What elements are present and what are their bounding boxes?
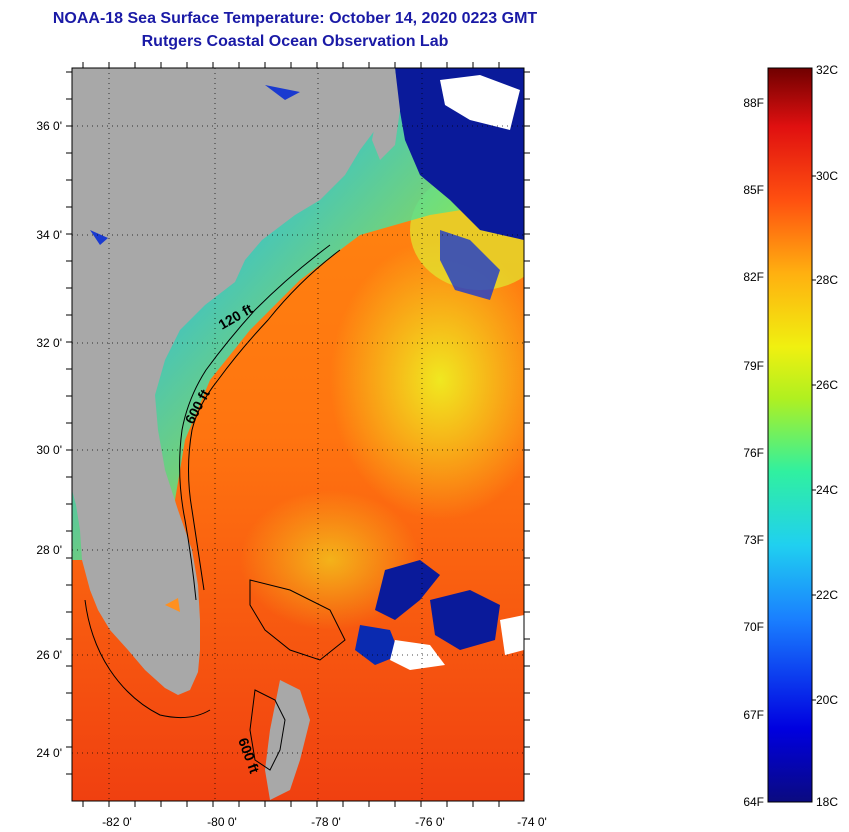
lat-label: 24 0'	[36, 746, 62, 760]
c-label: 32C	[816, 63, 838, 77]
c-label: 30C	[816, 169, 838, 183]
lon-label: -78 0'	[311, 815, 341, 829]
f-label: 79F	[743, 359, 764, 373]
f-label: 76F	[743, 446, 764, 460]
sst-map: 120 ft 600 ft 600 ft -82 0' -80 0' -78 0…	[36, 62, 547, 829]
warm-yellow-region	[330, 240, 524, 520]
cloud-blob-1	[375, 560, 440, 620]
colorbar-gradient	[767, 67, 813, 803]
f-label: 82F	[743, 270, 764, 284]
lat-label: 26 0'	[36, 648, 62, 662]
lat-label: 32 0'	[36, 336, 62, 350]
chart-subtitle: Rutgers Coastal Ocean Observation Lab	[141, 33, 449, 50]
colorbar-ticks	[812, 175, 816, 701]
graticule	[72, 68, 524, 801]
lat-label: 36 0'	[36, 119, 62, 133]
contour-bahamas	[249, 579, 346, 661]
c-label: 28C	[816, 273, 838, 287]
colorbar-celsius-labels: 32C 30C 28C 26C 24C 22C 20C 18C	[816, 63, 838, 809]
f-label: 67F	[743, 708, 764, 722]
chart-title: NOAA-18 Sea Surface Temperature: October…	[52, 10, 538, 27]
c-label: 26C	[816, 378, 838, 392]
lat-label: 34 0'	[36, 228, 62, 242]
land-mass	[72, 68, 380, 695]
f-label: 70F	[743, 620, 764, 634]
lon-label: -82 0'	[102, 815, 132, 829]
f-label: 64F	[743, 795, 764, 809]
lon-label: -76 0'	[415, 815, 445, 829]
land-cuba	[265, 680, 310, 800]
axis-ticks	[66, 62, 530, 807]
map-frame	[71, 67, 525, 802]
f-label: 73F	[743, 533, 764, 547]
lat-label: 28 0'	[36, 543, 62, 557]
latitude-labels: 36 0' 34 0' 32 0' 30 0' 28 0' 26 0' 24 0…	[36, 119, 62, 760]
f-label: 88F	[743, 96, 764, 110]
contour-120ft	[188, 249, 341, 591]
colorbar: 88F 85F 82F 79F 76F 73F 70F 67F 64F 32C …	[743, 63, 838, 809]
c-label: 18C	[816, 795, 838, 809]
colorbar-fahrenheit-labels: 88F 85F 82F 79F 76F 73F 70F 67F 64F	[743, 96, 764, 809]
lat-label: 30 0'	[36, 443, 62, 457]
lon-label: -80 0'	[207, 815, 237, 829]
c-label: 20C	[816, 693, 838, 707]
c-label: 24C	[816, 483, 838, 497]
longitude-labels: -82 0' -80 0' -78 0' -76 0' -74 0'	[102, 815, 547, 829]
f-label: 85F	[743, 183, 764, 197]
c-label: 22C	[816, 588, 838, 602]
lon-label: -74 0'	[517, 815, 547, 829]
cloud-white-1	[440, 75, 520, 130]
contour-600ft	[179, 244, 331, 601]
